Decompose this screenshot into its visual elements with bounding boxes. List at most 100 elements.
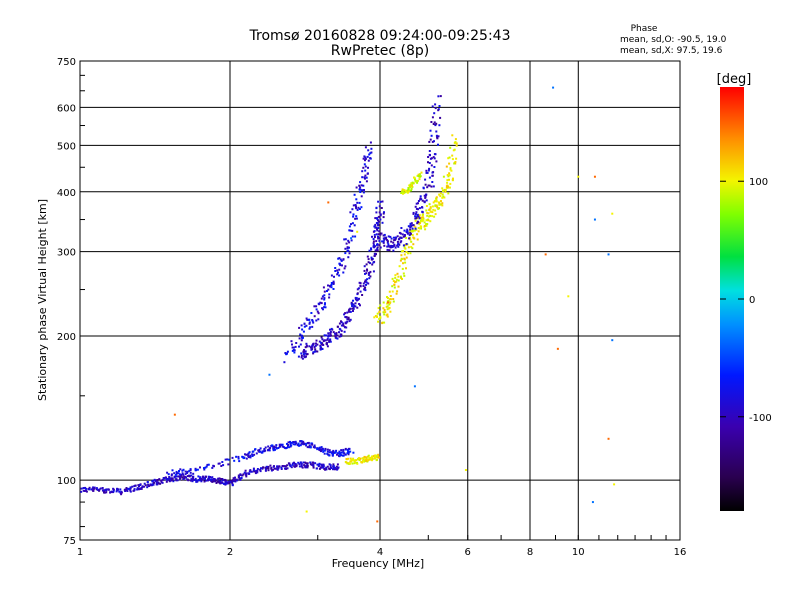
data-point [340,320,342,323]
data-point [431,171,434,174]
data-point [447,185,450,188]
data-point [293,441,296,444]
data-point [225,482,228,485]
data-point [428,167,431,170]
data-point [256,471,259,474]
data-point [335,337,338,340]
data-point [293,465,296,468]
data-point [439,116,442,119]
data-point [357,287,360,290]
data-point [351,229,354,232]
data-point [151,480,154,483]
data-point [451,154,454,157]
data-point [449,168,452,171]
data-point [436,137,439,140]
data-point [303,325,306,328]
data-point [203,480,206,483]
data-point [437,207,440,210]
data-point [409,222,412,225]
data-point [353,459,356,462]
data-point [358,303,361,305]
data-point [190,474,193,477]
data-point [394,274,397,277]
data-point [155,481,158,484]
data-point [386,248,389,251]
data-point [246,453,249,456]
data-point [431,205,434,208]
data-point [415,202,418,205]
data-point [304,461,307,464]
data-point [405,236,408,239]
data-point [319,347,322,350]
data-point [362,157,365,160]
data-point [169,478,172,481]
data-point [199,466,201,469]
data-point [342,324,345,327]
data-point [345,316,348,319]
data-point [370,256,373,259]
data-point [244,473,247,476]
data-point [397,275,400,278]
data-point [353,193,356,196]
data-point [166,471,169,474]
data-point [173,472,176,475]
data-point [381,322,384,325]
data-point [366,278,369,281]
data-point [239,478,242,481]
data-point [363,265,366,268]
data-point [160,479,163,482]
data-point [347,451,350,454]
data-point [454,141,457,144]
data-point [175,479,178,482]
data-point [453,162,456,165]
data-point [371,258,373,261]
data-point [433,215,436,218]
data-point [400,236,403,239]
data-point [423,221,426,224]
data-point [396,290,399,293]
data-point [318,446,321,449]
data-point [377,320,379,323]
data-point [297,442,300,445]
data-point [419,195,422,198]
data-point [414,226,417,229]
data-point [433,121,436,124]
data-point [382,307,385,310]
data-point [238,475,240,478]
data-point [364,279,367,282]
data-point [292,346,295,349]
data-point [378,456,380,459]
data-point [369,275,372,278]
data-point [323,334,326,337]
data-point [96,488,99,491]
data-point [392,300,395,303]
data-point [119,488,122,491]
data-point [139,488,142,490]
data-point [239,477,242,480]
data-point [386,313,389,316]
data-point [290,340,293,343]
data-point [352,310,354,312]
data-point [181,476,184,479]
data-point [438,201,441,204]
data-point [366,255,369,258]
data-point [286,350,289,353]
data-point [204,466,207,469]
data-point [326,465,329,468]
data-point [319,348,322,351]
data-point [334,334,337,337]
data-point [332,453,334,456]
data-point [186,470,189,473]
data-point [270,467,273,470]
data-point [295,442,298,445]
data-point [308,318,311,321]
data-point [238,477,241,480]
data-point [112,488,115,491]
data-point [421,206,423,209]
data-point [184,470,187,473]
data-point [268,448,271,451]
data-point [386,296,388,298]
data-point [416,213,419,216]
data-point [382,241,385,244]
data-point [175,478,178,481]
